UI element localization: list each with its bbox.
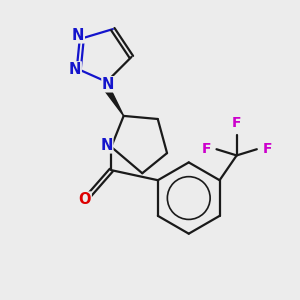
- Text: F: F: [262, 142, 272, 156]
- Text: N: N: [100, 138, 113, 153]
- Text: N: N: [102, 77, 114, 92]
- Text: F: F: [232, 116, 242, 130]
- Text: O: O: [79, 192, 91, 207]
- Text: F: F: [201, 142, 211, 156]
- Text: N: N: [72, 28, 84, 43]
- Polygon shape: [104, 86, 124, 116]
- Text: N: N: [69, 62, 81, 77]
